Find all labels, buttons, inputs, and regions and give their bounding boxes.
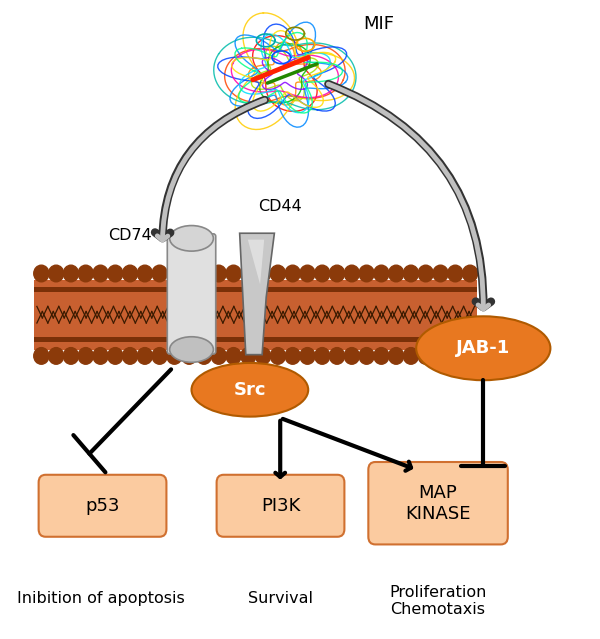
- Circle shape: [448, 348, 463, 364]
- Circle shape: [152, 348, 167, 364]
- Text: Src: Src: [233, 381, 266, 399]
- Circle shape: [78, 348, 93, 364]
- Circle shape: [314, 265, 330, 282]
- Circle shape: [49, 348, 64, 364]
- Circle shape: [107, 348, 123, 364]
- Circle shape: [344, 348, 359, 364]
- Circle shape: [78, 265, 93, 282]
- Circle shape: [329, 348, 344, 364]
- Circle shape: [285, 265, 300, 282]
- FancyBboxPatch shape: [167, 234, 216, 354]
- Text: JAB-1: JAB-1: [456, 339, 511, 357]
- Text: PI3K: PI3K: [261, 497, 300, 515]
- Circle shape: [285, 348, 300, 364]
- Text: CD44: CD44: [259, 199, 302, 214]
- Circle shape: [418, 348, 433, 364]
- Circle shape: [122, 265, 137, 282]
- Circle shape: [137, 265, 152, 282]
- Circle shape: [34, 265, 49, 282]
- Circle shape: [211, 265, 226, 282]
- Circle shape: [463, 265, 478, 282]
- Circle shape: [463, 348, 478, 364]
- Circle shape: [182, 265, 197, 282]
- Text: CD74: CD74: [109, 228, 152, 243]
- Circle shape: [270, 265, 286, 282]
- Circle shape: [418, 265, 433, 282]
- Circle shape: [344, 265, 359, 282]
- Circle shape: [107, 265, 123, 282]
- Circle shape: [433, 348, 448, 364]
- Circle shape: [196, 348, 212, 364]
- FancyBboxPatch shape: [368, 462, 508, 544]
- Circle shape: [34, 348, 49, 364]
- Circle shape: [152, 265, 167, 282]
- Circle shape: [389, 265, 404, 282]
- Circle shape: [167, 348, 182, 364]
- Circle shape: [64, 265, 79, 282]
- Circle shape: [64, 348, 79, 364]
- Circle shape: [241, 348, 256, 364]
- Circle shape: [403, 348, 419, 364]
- Ellipse shape: [170, 226, 214, 251]
- Circle shape: [448, 265, 463, 282]
- Circle shape: [137, 348, 152, 364]
- Circle shape: [241, 265, 256, 282]
- Circle shape: [211, 348, 226, 364]
- Text: p53: p53: [85, 497, 120, 515]
- Circle shape: [374, 348, 389, 364]
- Circle shape: [359, 265, 374, 282]
- Circle shape: [196, 265, 212, 282]
- Circle shape: [300, 348, 315, 364]
- Circle shape: [122, 348, 137, 364]
- Circle shape: [314, 348, 330, 364]
- Text: Proliferation
Chemotaxis: Proliferation Chemotaxis: [389, 585, 487, 617]
- Circle shape: [182, 348, 197, 364]
- Bar: [34, 280, 478, 350]
- Polygon shape: [239, 233, 274, 355]
- Bar: [34, 287, 478, 292]
- Text: Inibition of apoptosis: Inibition of apoptosis: [17, 591, 185, 606]
- Circle shape: [167, 265, 182, 282]
- Circle shape: [433, 265, 448, 282]
- Circle shape: [389, 348, 404, 364]
- Ellipse shape: [191, 363, 308, 417]
- Ellipse shape: [416, 316, 550, 380]
- FancyBboxPatch shape: [217, 475, 344, 537]
- Circle shape: [256, 348, 271, 364]
- Bar: [34, 337, 478, 343]
- Circle shape: [300, 265, 315, 282]
- Circle shape: [49, 265, 64, 282]
- Circle shape: [374, 265, 389, 282]
- Circle shape: [403, 265, 419, 282]
- Circle shape: [226, 348, 241, 364]
- FancyBboxPatch shape: [38, 475, 166, 537]
- Circle shape: [359, 348, 374, 364]
- Text: MAP
KINASE: MAP KINASE: [406, 484, 471, 523]
- Polygon shape: [248, 240, 264, 284]
- Ellipse shape: [170, 337, 214, 362]
- Circle shape: [270, 348, 286, 364]
- Circle shape: [93, 265, 108, 282]
- Circle shape: [226, 265, 241, 282]
- Text: MIF: MIF: [364, 15, 395, 33]
- Circle shape: [256, 265, 271, 282]
- Text: Survival: Survival: [248, 591, 313, 606]
- Circle shape: [329, 265, 344, 282]
- Circle shape: [93, 348, 108, 364]
